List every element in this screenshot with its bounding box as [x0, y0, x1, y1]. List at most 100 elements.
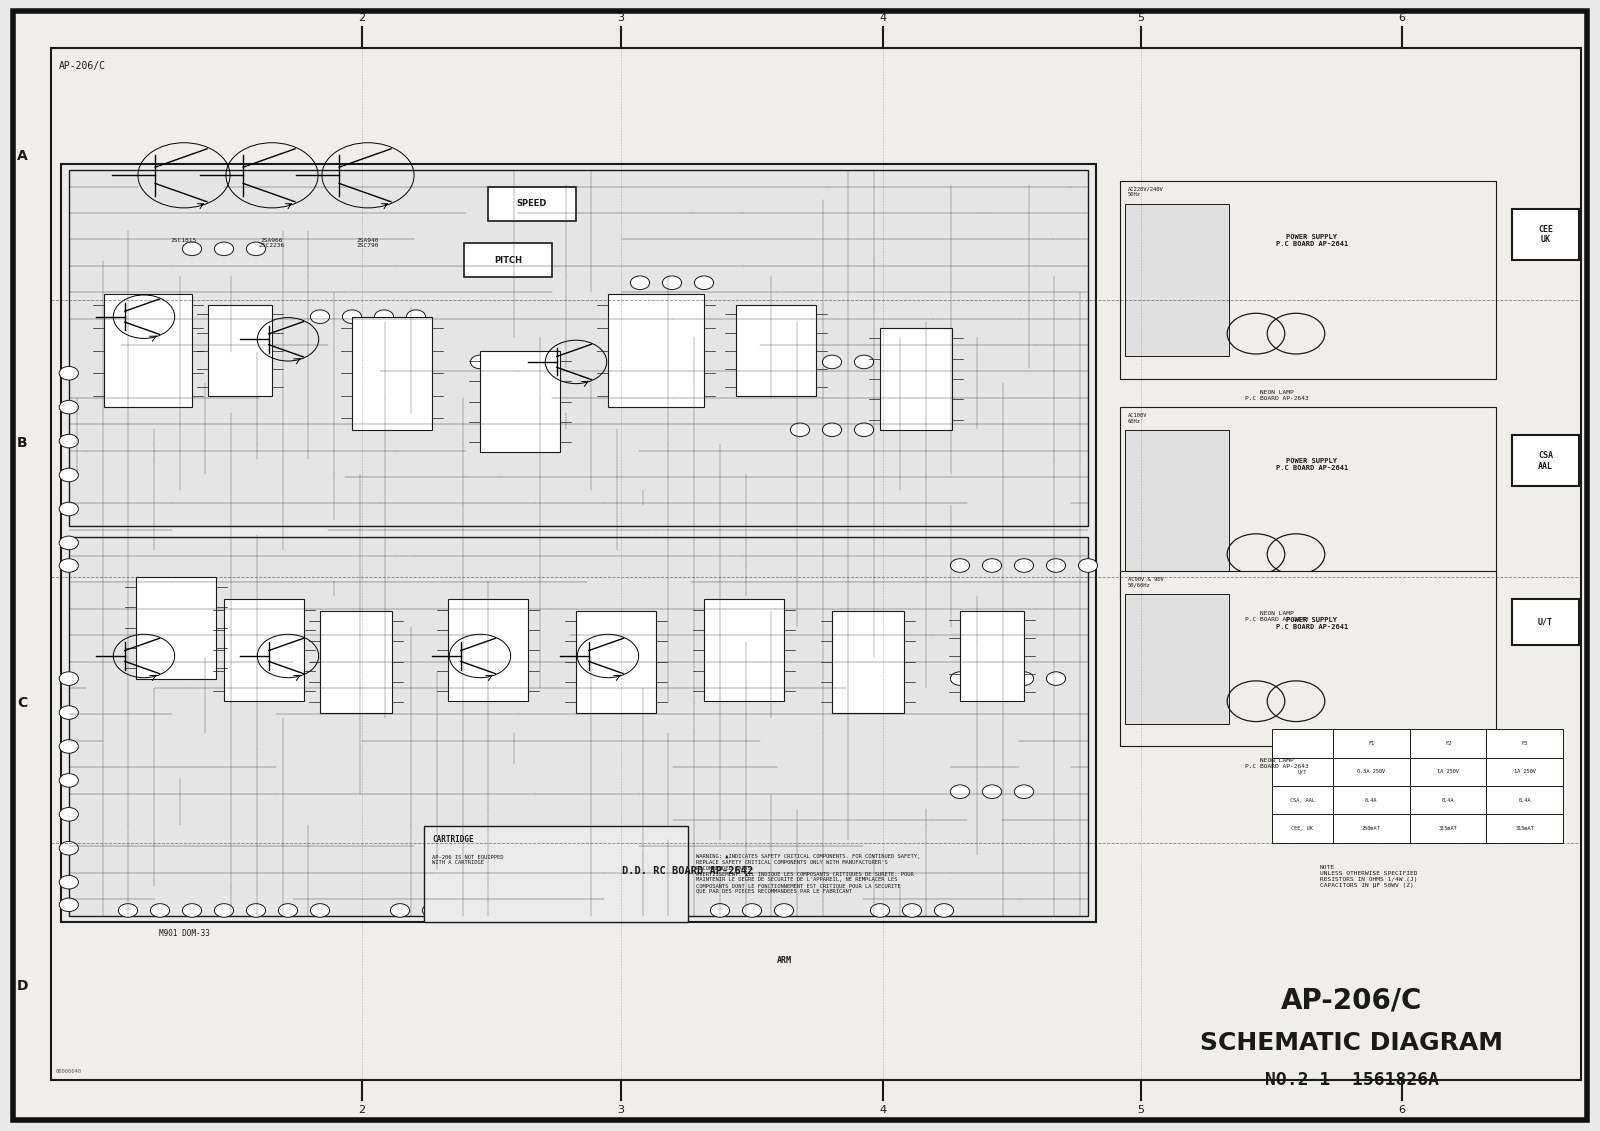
Text: AC90V & 90V
50/60Hz: AC90V & 90V 50/60Hz — [1128, 577, 1163, 588]
Circle shape — [886, 355, 906, 369]
Text: 2SA940
2SC790: 2SA940 2SC790 — [357, 238, 379, 249]
Text: A: A — [18, 149, 27, 163]
Text: 6: 6 — [1398, 1105, 1405, 1115]
Bar — [464, 243, 552, 277]
Circle shape — [470, 355, 490, 369]
Bar — [1120, 571, 1496, 746]
Text: 6: 6 — [1398, 12, 1405, 23]
Circle shape — [59, 706, 78, 719]
Circle shape — [59, 774, 78, 787]
Circle shape — [310, 904, 330, 917]
Bar — [1486, 758, 1563, 786]
Text: U/T: U/T — [1538, 618, 1554, 627]
Text: POWER SUPPLY
P.C BOARD AP-2641: POWER SUPPLY P.C BOARD AP-2641 — [1275, 234, 1349, 247]
Circle shape — [246, 242, 266, 256]
Text: U/T: U/T — [1298, 769, 1307, 775]
Circle shape — [246, 904, 266, 917]
Text: 0.4A: 0.4A — [1442, 797, 1454, 803]
Bar — [1512, 209, 1579, 260]
Text: AC220V/240V
50Hz: AC220V/240V 50Hz — [1128, 187, 1163, 198]
Text: 0.5A 250V: 0.5A 250V — [1357, 769, 1386, 775]
Circle shape — [422, 904, 442, 917]
Circle shape — [822, 423, 842, 437]
Circle shape — [982, 672, 1002, 685]
Circle shape — [1046, 672, 1066, 685]
Bar — [1125, 204, 1229, 356]
Circle shape — [550, 904, 570, 917]
Circle shape — [822, 355, 842, 369]
Circle shape — [854, 355, 874, 369]
Circle shape — [902, 904, 922, 917]
Text: NOTE
UNLESS OTHERWISE SPECIFIED
RESISTORS IN OHMS 1/4W (J)
CAPACITORS IN μF 50WV: NOTE UNLESS OTHERWISE SPECIFIED RESISTOR… — [1320, 865, 1418, 888]
Circle shape — [342, 310, 362, 323]
Circle shape — [374, 310, 394, 323]
Bar — [448, 599, 528, 701]
Text: PITCH: PITCH — [494, 256, 522, 265]
Bar — [1410, 814, 1486, 843]
Circle shape — [1046, 559, 1066, 572]
Bar — [832, 611, 904, 713]
Circle shape — [614, 904, 634, 917]
Text: NEON LAMP
P.C BOARD AP-2643: NEON LAMP P.C BOARD AP-2643 — [1245, 758, 1309, 769]
Circle shape — [982, 559, 1002, 572]
Text: C: C — [18, 697, 27, 710]
Text: 3: 3 — [618, 12, 624, 23]
Bar — [1333, 786, 1410, 814]
Circle shape — [59, 898, 78, 912]
Circle shape — [59, 808, 78, 821]
Circle shape — [854, 423, 874, 437]
Text: 5: 5 — [1138, 12, 1144, 23]
Bar — [320, 611, 392, 713]
Text: 315mAT: 315mAT — [1515, 826, 1534, 831]
Text: NO.2-1  1561826A: NO.2-1 1561826A — [1266, 1071, 1438, 1089]
Bar — [208, 305, 272, 396]
Text: AP-206/C: AP-206/C — [1282, 987, 1422, 1015]
Circle shape — [59, 559, 78, 572]
Text: SCHEMATIC DIAGRAM: SCHEMATIC DIAGRAM — [1200, 1030, 1504, 1055]
Circle shape — [1014, 672, 1034, 685]
Text: SPEED: SPEED — [517, 199, 547, 208]
Text: AP-206/C: AP-206/C — [59, 61, 106, 71]
Circle shape — [59, 536, 78, 550]
Text: CARTRIDGE: CARTRIDGE — [432, 835, 474, 844]
Circle shape — [790, 355, 810, 369]
Circle shape — [710, 904, 730, 917]
Bar — [1333, 729, 1410, 758]
Bar — [61, 164, 1096, 922]
Text: 2: 2 — [358, 1105, 365, 1115]
Circle shape — [150, 904, 170, 917]
Circle shape — [742, 904, 762, 917]
Text: AC100V
60Hz: AC100V 60Hz — [1128, 413, 1147, 424]
Circle shape — [390, 904, 410, 917]
Bar — [1486, 786, 1563, 814]
Circle shape — [1078, 559, 1098, 572]
Bar — [880, 328, 952, 430]
Bar — [1333, 814, 1410, 843]
Bar — [1486, 729, 1563, 758]
Circle shape — [534, 355, 554, 369]
Circle shape — [630, 276, 650, 290]
Circle shape — [59, 366, 78, 380]
Bar — [352, 317, 432, 430]
Circle shape — [310, 310, 330, 323]
Text: 00000040: 00000040 — [56, 1070, 82, 1074]
Text: D.D. RC BOARD AP-2642: D.D. RC BOARD AP-2642 — [622, 866, 754, 875]
Bar — [1272, 758, 1333, 786]
Circle shape — [182, 242, 202, 256]
Bar — [1410, 786, 1486, 814]
Circle shape — [1014, 559, 1034, 572]
Circle shape — [950, 785, 970, 798]
Bar — [1125, 430, 1229, 577]
Circle shape — [582, 904, 602, 917]
Bar — [608, 294, 704, 407]
Text: 2SA966
2SC2236: 2SA966 2SC2236 — [259, 238, 285, 249]
Circle shape — [118, 904, 138, 917]
Text: 4: 4 — [880, 12, 886, 23]
Bar — [488, 187, 576, 221]
Circle shape — [406, 310, 426, 323]
Text: B: B — [18, 437, 27, 450]
Text: M901 DOM-33: M901 DOM-33 — [158, 929, 210, 938]
Bar — [480, 351, 560, 452]
Bar — [1272, 729, 1333, 758]
Circle shape — [950, 559, 970, 572]
